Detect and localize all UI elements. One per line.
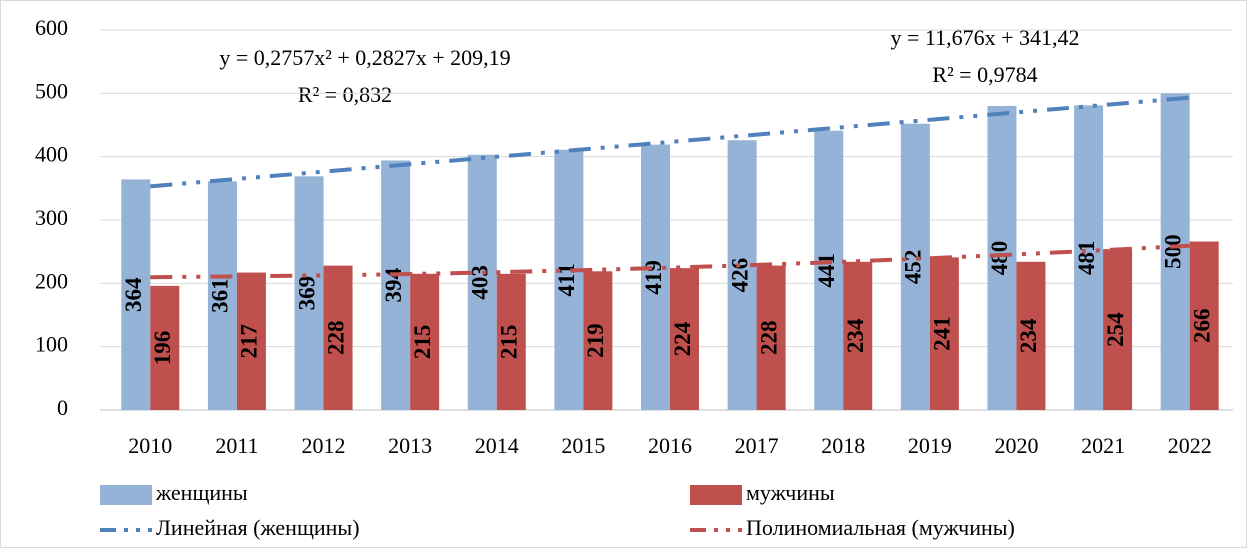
bar: [929, 257, 959, 410]
x-tick-label: 2020: [994, 433, 1038, 458]
y-tick-label: 100: [35, 332, 68, 357]
bar: [814, 130, 844, 410]
data-label: 228: [323, 321, 348, 356]
bar: [727, 140, 757, 410]
bar: [1160, 93, 1190, 410]
x-tick-label: 2010: [128, 433, 172, 458]
bar: [150, 285, 180, 410]
bar: [900, 123, 930, 410]
data-label: 234: [1016, 318, 1041, 353]
data-label: 241: [930, 316, 955, 351]
bar: [1103, 249, 1133, 410]
annotation: y = 11,676x + 341,42: [891, 25, 1080, 50]
x-tick-label: 2012: [302, 433, 346, 458]
bar: [323, 265, 353, 410]
data-label: 254: [1103, 312, 1128, 347]
bar: [236, 272, 266, 410]
data-label: 215: [497, 325, 522, 360]
y-tick-label: 600: [35, 15, 68, 40]
bar: [843, 261, 873, 410]
y-tick-label: 400: [35, 142, 68, 167]
x-tick-label: 2013: [388, 433, 432, 458]
legend-label: Линейная (женщины): [156, 515, 360, 540]
bar: [641, 144, 670, 410]
legend-label: женщины: [155, 480, 248, 505]
bar: [207, 181, 237, 410]
bar: [410, 273, 440, 410]
x-tick-label: 2017: [735, 433, 779, 458]
annotation: R² = 0,832: [298, 82, 392, 107]
data-label: 403: [468, 265, 493, 300]
data-label: 215: [410, 325, 435, 360]
bar: [1016, 261, 1046, 410]
legend-swatch: [100, 485, 152, 505]
data-label: 266: [1189, 309, 1214, 344]
bar: [987, 106, 1017, 410]
x-tick-label: 2016: [648, 433, 692, 458]
y-tick-label: 0: [57, 395, 68, 420]
x-tick-label: 2022: [1168, 433, 1212, 458]
data-label: 234: [843, 318, 868, 353]
data-label: 361: [208, 278, 233, 313]
data-label: 419: [641, 260, 666, 295]
bar: [467, 154, 497, 410]
x-tick-label: 2021: [1081, 433, 1125, 458]
bar: [554, 149, 584, 410]
data-label: 369: [294, 276, 319, 311]
bar: [1074, 105, 1104, 410]
bar: [583, 271, 613, 410]
bar: [121, 179, 151, 410]
data-label: 364: [121, 277, 146, 312]
bar: [756, 265, 786, 410]
data-label: 219: [583, 323, 608, 358]
x-tick-label: 2018: [821, 433, 865, 458]
bar: [381, 160, 411, 410]
x-tick-label: 2019: [908, 433, 952, 458]
data-label: 217: [237, 324, 262, 359]
x-tick-label: 2011: [215, 433, 258, 458]
bar: [670, 268, 699, 410]
annotation: R² = 0,9784: [932, 62, 1037, 87]
data-label: 411: [554, 263, 579, 296]
data-label: 426: [727, 258, 752, 293]
data-label: 480: [987, 241, 1012, 276]
data-label: 224: [670, 321, 695, 356]
legend-label: Полиномиальная (мужчины): [746, 515, 1015, 540]
data-label: 500: [1160, 234, 1185, 269]
x-tick-label: 2015: [561, 433, 605, 458]
legend-label: мужчины: [746, 480, 835, 505]
bar: [294, 176, 324, 410]
data-label: 452: [901, 250, 926, 285]
y-tick-label: 300: [35, 205, 68, 230]
legend-swatch: [690, 485, 742, 505]
data-label: 196: [150, 331, 175, 366]
data-label: 441: [814, 253, 839, 288]
data-label: 481: [1074, 240, 1099, 275]
data-label: 228: [756, 321, 781, 356]
bar: [1189, 241, 1219, 410]
y-tick-label: 500: [35, 78, 68, 103]
x-tick-label: 2014: [475, 433, 519, 458]
bar: [496, 273, 526, 410]
annotation: y = 0,2757x² + 0,2827x + 209,19: [219, 45, 510, 70]
y-tick-label: 200: [35, 268, 68, 293]
